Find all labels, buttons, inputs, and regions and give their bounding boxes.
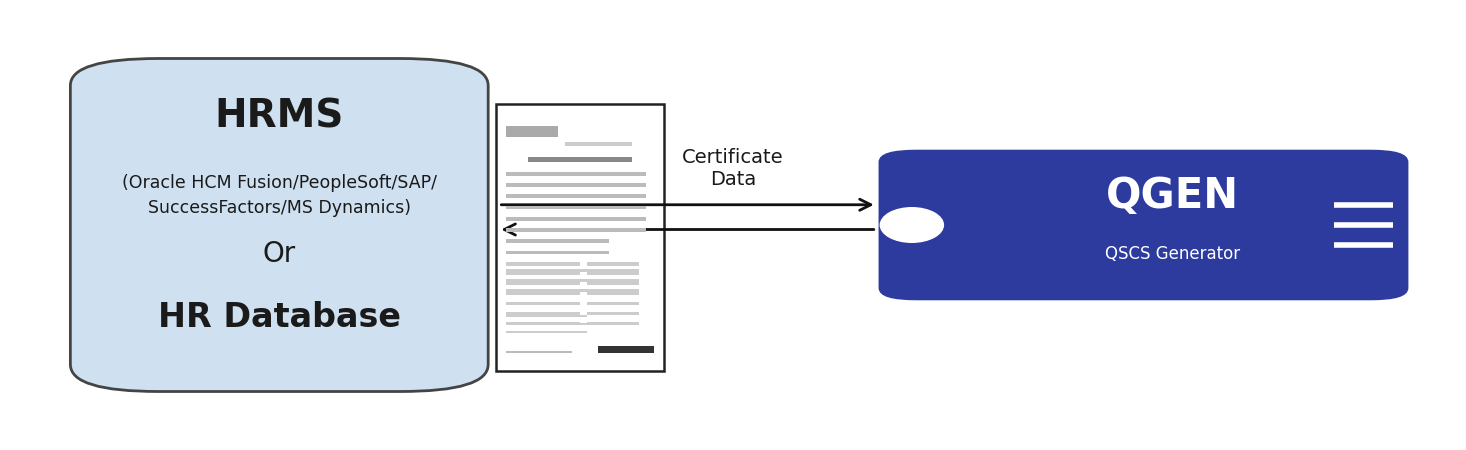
Bar [506, 282, 581, 285]
Text: HR Database: HR Database [158, 301, 400, 334]
Bar [506, 302, 581, 305]
Bar [588, 322, 639, 325]
Bar [506, 272, 581, 275]
Bar [506, 228, 647, 232]
Text: (Oracle HCM Fusion/PeopleSoft/SAP/
SuccessFactors/MS Dynamics): (Oracle HCM Fusion/PeopleSoft/SAP/ Succe… [122, 174, 437, 217]
Bar [506, 322, 581, 325]
Bar [506, 183, 647, 187]
Text: QGEN: QGEN [1107, 175, 1239, 217]
Bar [588, 282, 639, 285]
Bar [506, 331, 588, 333]
Bar [506, 292, 581, 295]
Text: HRMS: HRMS [214, 98, 345, 136]
Bar [506, 279, 639, 282]
Bar [588, 262, 639, 265]
Bar [598, 346, 654, 353]
Text: Or: Or [262, 240, 296, 268]
Ellipse shape [880, 207, 944, 243]
Bar [506, 172, 647, 176]
Bar [506, 323, 588, 325]
Bar [506, 315, 588, 317]
Bar [506, 217, 647, 220]
Bar [588, 292, 639, 295]
Text: QSCS Generator: QSCS Generator [1105, 245, 1240, 263]
FancyBboxPatch shape [70, 58, 488, 392]
Bar [588, 272, 639, 275]
Bar [564, 142, 632, 146]
FancyBboxPatch shape [496, 104, 664, 371]
Bar [506, 239, 610, 243]
Bar [506, 312, 581, 315]
Bar [506, 126, 557, 137]
FancyBboxPatch shape [880, 151, 1407, 299]
Bar [506, 269, 639, 272]
Bar [506, 206, 647, 209]
Bar [588, 302, 639, 305]
Text: Certificate
Data: Certificate Data [682, 148, 784, 189]
Bar [588, 312, 639, 315]
Bar [506, 262, 581, 265]
Bar [528, 157, 632, 162]
Bar [506, 251, 610, 254]
Bar [506, 351, 572, 353]
Bar [506, 289, 639, 292]
Bar [506, 194, 647, 198]
